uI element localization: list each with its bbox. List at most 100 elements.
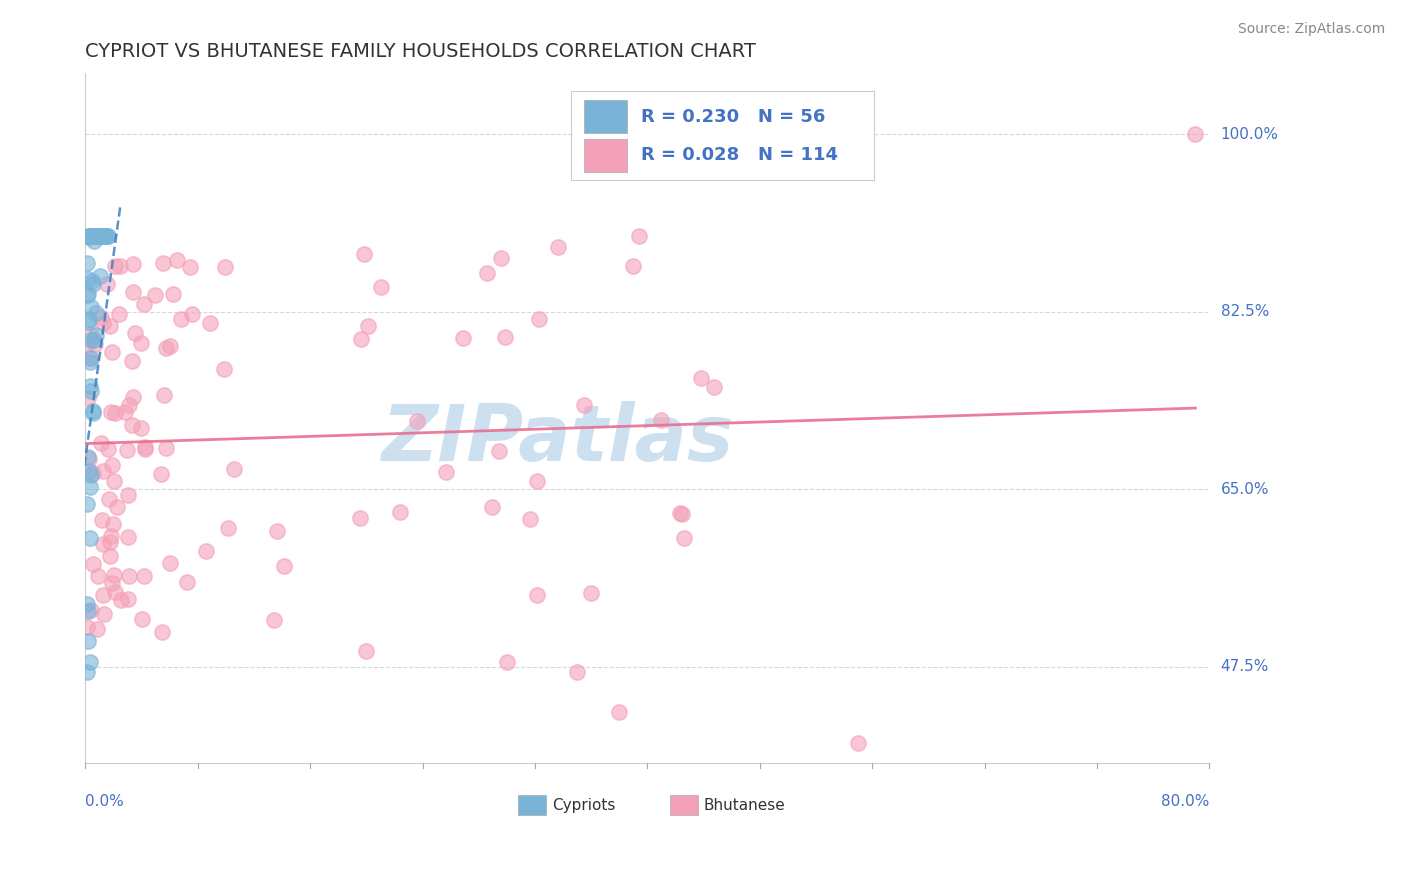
Point — [79, 531, 101, 545]
Point — [131, 611, 153, 625]
Point — [97, 442, 120, 456]
FancyBboxPatch shape — [669, 796, 697, 814]
Point — [79, 351, 101, 365]
Point — [155, 442, 177, 456]
FancyBboxPatch shape — [517, 796, 546, 814]
Point — [121, 257, 143, 271]
Point — [89, 269, 111, 284]
Point — [76, 497, 98, 511]
Point — [481, 500, 503, 514]
Point — [353, 247, 375, 261]
Point — [181, 307, 204, 321]
Point — [84, 306, 107, 320]
Point — [143, 288, 166, 302]
Point — [357, 318, 380, 333]
Point — [98, 535, 121, 549]
Point — [406, 414, 429, 428]
Point — [621, 259, 644, 273]
Text: Bhutanese: Bhutanese — [703, 797, 786, 813]
Point — [166, 253, 188, 268]
Point — [134, 568, 156, 582]
Point — [565, 665, 588, 679]
Point — [526, 588, 548, 602]
Point — [349, 511, 371, 525]
Point — [195, 544, 218, 558]
Point — [149, 467, 172, 481]
Point — [547, 240, 569, 254]
FancyBboxPatch shape — [585, 100, 627, 134]
Text: 47.5%: 47.5% — [1220, 659, 1268, 674]
Point — [214, 260, 236, 275]
Point — [82, 277, 104, 291]
Point — [703, 380, 725, 394]
Point — [96, 228, 118, 243]
Point — [574, 398, 596, 412]
Point — [153, 388, 176, 402]
Point — [650, 413, 672, 427]
Point — [82, 558, 104, 572]
Point — [129, 421, 152, 435]
Point — [607, 706, 630, 720]
Point — [350, 332, 373, 346]
Point — [100, 458, 122, 472]
Point — [434, 465, 457, 479]
Point — [77, 450, 100, 465]
Point — [475, 266, 498, 280]
Point — [86, 622, 108, 636]
Point — [87, 568, 110, 582]
Point — [115, 442, 138, 457]
Point — [83, 235, 105, 249]
Text: Cypriots: Cypriots — [551, 797, 616, 813]
Point — [526, 474, 548, 488]
Point — [152, 256, 174, 270]
Point — [121, 354, 143, 368]
Point — [86, 228, 108, 243]
Point — [217, 521, 239, 535]
Point — [529, 311, 551, 326]
Point — [673, 531, 696, 545]
Point — [494, 330, 516, 344]
Point — [79, 326, 101, 341]
Point — [356, 644, 378, 658]
Text: 80.0%: 80.0% — [1161, 794, 1209, 809]
Point — [91, 228, 114, 243]
Point — [266, 524, 288, 538]
Text: R = 0.230   N = 56: R = 0.230 N = 56 — [641, 108, 825, 126]
Point — [98, 319, 121, 334]
Point — [134, 296, 156, 310]
Point — [451, 331, 474, 345]
Point — [82, 228, 104, 243]
Point — [76, 287, 98, 301]
Point — [77, 272, 100, 286]
Point — [150, 625, 173, 640]
Point — [84, 228, 107, 243]
Point — [93, 228, 115, 243]
Point — [159, 339, 181, 353]
Point — [83, 228, 105, 243]
Point — [179, 260, 201, 274]
Point — [83, 228, 105, 243]
Point — [103, 474, 125, 488]
Point — [134, 440, 156, 454]
Point — [80, 228, 103, 243]
Point — [671, 508, 693, 522]
Point — [159, 557, 181, 571]
Point — [77, 452, 100, 467]
Point — [124, 326, 146, 341]
Point — [84, 327, 107, 342]
Point — [104, 585, 127, 599]
Point — [212, 362, 235, 376]
Point — [76, 337, 98, 351]
Point — [77, 312, 100, 326]
Point — [170, 311, 193, 326]
Point — [98, 549, 121, 563]
Point — [80, 603, 103, 617]
Point — [80, 300, 103, 314]
Point — [97, 228, 120, 243]
Point — [84, 228, 107, 243]
Point — [82, 406, 104, 420]
Point — [690, 371, 713, 385]
Point — [370, 279, 392, 293]
Point — [76, 315, 98, 329]
Point — [104, 406, 127, 420]
